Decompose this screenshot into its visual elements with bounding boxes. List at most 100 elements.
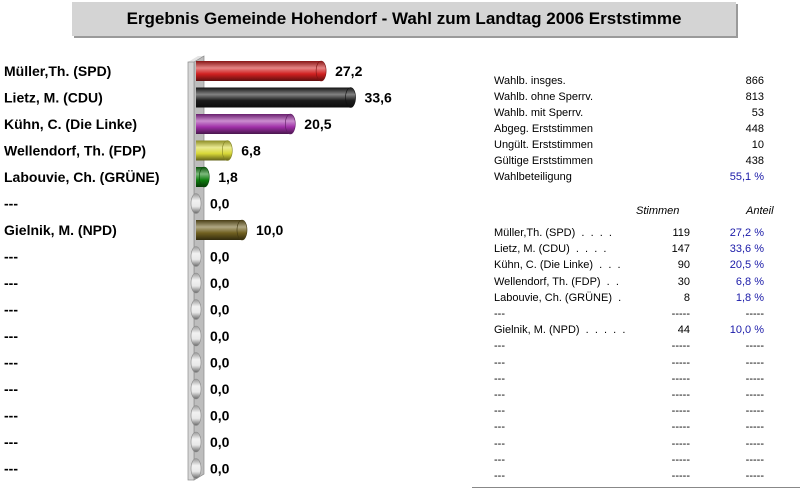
stat-value: 813 bbox=[745, 91, 764, 103]
result-votes: ----- bbox=[671, 389, 690, 401]
bar-cap bbox=[190, 325, 202, 347]
value-label: 0,0 bbox=[210, 275, 230, 291]
value-label: 0,0 bbox=[210, 461, 230, 477]
stat-value: 866 bbox=[745, 75, 764, 87]
value-label: 0,0 bbox=[210, 381, 230, 397]
result-name: --- bbox=[494, 470, 505, 482]
chart-title: Ergebnis Gemeinde Hohendorf - Wahl zum L… bbox=[126, 9, 682, 28]
result-name: Gielnik, M. (NPD) . . . . . bbox=[494, 324, 626, 337]
result-share: ----- bbox=[745, 470, 764, 482]
value-label: 33,6 bbox=[365, 90, 392, 106]
category-label: --- bbox=[4, 461, 18, 477]
category-label: --- bbox=[4, 355, 18, 371]
result-share: ----- bbox=[745, 421, 764, 434]
category-label: --- bbox=[4, 328, 18, 344]
result-name: Wellendorf, Th. (FDP) . . bbox=[494, 275, 619, 288]
value-label: 27,2 bbox=[335, 63, 362, 79]
category-label: --- bbox=[4, 302, 18, 318]
value-label: 0,0 bbox=[210, 434, 230, 450]
value-label: 0,0 bbox=[210, 408, 230, 424]
stat-value: 438 bbox=[745, 155, 764, 167]
stat-label: Ungült. Erststimmen bbox=[494, 139, 594, 151]
result-votes: ----- bbox=[671, 356, 690, 369]
result-name: --- bbox=[494, 437, 505, 450]
bar-cap bbox=[190, 405, 202, 426]
stat-label: Wahlb. mit Sperrv. bbox=[494, 107, 584, 119]
bar-cap bbox=[315, 60, 327, 82]
category-label: --- bbox=[4, 408, 18, 424]
bar bbox=[196, 87, 351, 108]
stat-value: 53 bbox=[751, 107, 764, 119]
result-name: --- bbox=[494, 421, 505, 434]
value-label: 20,5 bbox=[304, 116, 331, 132]
result-share: 10,0 % bbox=[729, 324, 764, 337]
votes-column-header: Stimmen bbox=[636, 205, 680, 217]
category-label: Müller,Th. (SPD) bbox=[4, 63, 111, 79]
result-name: Kühn, C. (Die Linke) . . . bbox=[494, 259, 621, 272]
result-votes: ----- bbox=[671, 372, 690, 385]
category-label: Labouvie, Ch. (GRÜNE) bbox=[4, 169, 160, 185]
bar-cap bbox=[190, 272, 202, 294]
bar-cap bbox=[190, 246, 202, 267]
result-share: ----- bbox=[745, 308, 764, 320]
category-label: Wellendorf, Th. (FDP) bbox=[4, 143, 146, 159]
result-votes: 90 bbox=[677, 259, 690, 272]
bar bbox=[196, 114, 291, 134]
bar bbox=[196, 61, 322, 81]
result-share: ----- bbox=[745, 356, 764, 369]
result-votes: 8 bbox=[683, 291, 690, 304]
category-label: Lietz, M. (CDU) bbox=[4, 90, 103, 106]
category-label: --- bbox=[4, 275, 18, 291]
result-name: --- bbox=[494, 340, 505, 353]
result-share: ----- bbox=[745, 437, 764, 450]
value-label: 10,0 bbox=[256, 222, 283, 238]
result-share: 20,5 % bbox=[729, 259, 764, 272]
result-share: ----- bbox=[745, 389, 764, 401]
bars-layer bbox=[190, 60, 356, 479]
result-share: ----- bbox=[745, 340, 764, 353]
result-share: ----- bbox=[745, 453, 764, 466]
stat-label: Gültige Erststimmen bbox=[494, 155, 594, 167]
stat-value: 10 bbox=[751, 139, 764, 151]
result-share: 27,2 % bbox=[729, 227, 764, 239]
result-votes: ----- bbox=[671, 340, 690, 353]
value-label: 0,0 bbox=[210, 328, 230, 344]
category-label: Kühn, C. (Die Linke) bbox=[4, 116, 137, 132]
category-label: --- bbox=[4, 381, 18, 397]
bar bbox=[196, 140, 228, 161]
result-votes: 147 bbox=[671, 243, 690, 256]
bar-cap bbox=[236, 219, 248, 241]
category-label: --- bbox=[4, 249, 18, 265]
value-label: 0,0 bbox=[210, 196, 230, 212]
category-label: --- bbox=[4, 434, 18, 450]
result-name: --- bbox=[494, 372, 505, 385]
bar-cap bbox=[198, 166, 210, 188]
result-votes: 30 bbox=[677, 275, 690, 288]
result-name: --- bbox=[494, 405, 505, 418]
result-share: ----- bbox=[745, 372, 764, 385]
bar-chart: Müller,Th. (SPD) 27,2 Lietz, M. (CDU) 33,6 K… bbox=[4, 55, 392, 481]
value-label: 0,0 bbox=[210, 355, 230, 371]
result-votes: 119 bbox=[672, 227, 690, 239]
stat-label: Wahlbeteiligung bbox=[494, 171, 572, 183]
result-votes: ----- bbox=[671, 437, 690, 450]
result-name: --- bbox=[494, 453, 505, 466]
bar-cap bbox=[190, 299, 202, 320]
result-votes: ----- bbox=[671, 453, 690, 466]
result-votes: 44 bbox=[677, 324, 690, 337]
result-share: 6,8 % bbox=[735, 275, 764, 288]
result-name: --- bbox=[494, 308, 505, 320]
bar-cap bbox=[190, 378, 202, 400]
stat-value: 55,1 % bbox=[729, 171, 764, 183]
bar-cap bbox=[190, 352, 202, 373]
result-votes: ----- bbox=[671, 421, 690, 434]
bar-cap bbox=[190, 193, 202, 214]
category-label: Gielnik, M. (NPD) bbox=[4, 222, 117, 238]
share-column-header: Anteil bbox=[746, 205, 774, 217]
result-name: Müller,Th. (SPD) . . . . bbox=[494, 227, 612, 239]
bar bbox=[196, 220, 242, 240]
value-label: 0,0 bbox=[210, 249, 230, 265]
result-votes: ----- bbox=[671, 405, 690, 418]
stat-label: Wahlb. ohne Sperrv. bbox=[494, 91, 594, 103]
axis-wall-top bbox=[188, 56, 204, 62]
